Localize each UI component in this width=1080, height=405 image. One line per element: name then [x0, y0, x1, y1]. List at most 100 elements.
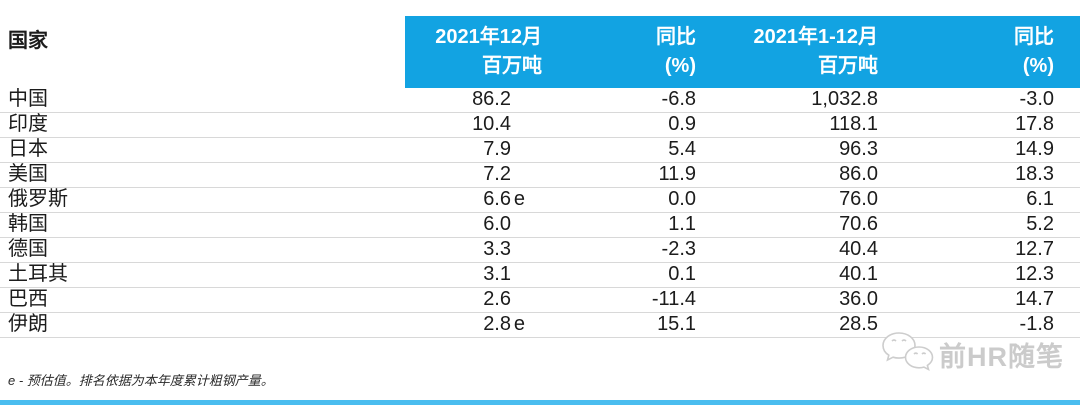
header-ytd-yoy-line2: (%): [1022, 55, 1054, 77]
estimate-flag: [511, 88, 525, 112]
header-dec-volume-line1: 2021年12月: [435, 26, 542, 48]
table-row: 俄罗斯 6.6 e 0.0 76.0 6.1: [0, 188, 1080, 213]
watermark-text: 前HR随笔: [939, 342, 1064, 372]
header-dec-yoy-line2: (%): [664, 55, 696, 77]
country-cell: 伊朗: [8, 313, 48, 335]
ytd-yoy-cell: 14.9: [1015, 138, 1054, 160]
estimate-flag: [511, 213, 525, 237]
dec-yoy-cell: 1.1: [668, 213, 696, 235]
ytd-yoy-cell: 12.7: [1015, 238, 1054, 260]
ytd-volume-cell: 36.0: [839, 288, 878, 310]
header-dec-volume-line2: 百万吨: [482, 55, 542, 77]
dec-volume-value: 86.2: [472, 88, 511, 110]
watermark: 前HR随笔: [879, 329, 1064, 380]
dec-volume-cell: 6.6 e: [405, 188, 555, 212]
dec-volume-cell: 6.0: [405, 213, 555, 237]
bottom-accent-bar: [0, 400, 1080, 405]
estimate-flag: [511, 138, 525, 162]
ytd-yoy-cell: 17.8: [1015, 113, 1054, 135]
dec-volume-value: 2.8: [483, 313, 511, 335]
country-cell: 俄罗斯: [8, 188, 68, 210]
wechat-bubbles-icon: [879, 329, 937, 380]
dec-volume-value: 3.3: [483, 238, 511, 260]
ytd-yoy-cell: 6.1: [1026, 188, 1054, 210]
table-row: 德国 3.3 -2.3 40.4 12.7: [0, 238, 1080, 263]
table-row: 日本 7.9 5.4 96.3 14.9: [0, 138, 1080, 163]
dec-yoy-cell: -6.8: [661, 88, 696, 110]
table-header: 2021年12月 百万吨 同比 (%) 2021年1-12月 百万吨 同比 (%…: [405, 16, 1080, 88]
ytd-volume-cell: 40.4: [839, 238, 878, 260]
estimate-flag: [511, 163, 525, 187]
ytd-yoy-cell: 12.3: [1015, 263, 1054, 285]
table-row: 韩国 6.0 1.1 70.6 5.2: [0, 213, 1080, 238]
country-cell: 中国: [8, 88, 48, 110]
header-ytd-volume-line1: 2021年1-12月: [753, 26, 878, 48]
dec-volume-value: 7.2: [483, 163, 511, 185]
dec-volume-value: 6.6: [483, 188, 511, 210]
ytd-yoy-cell: -1.8: [1019, 313, 1054, 335]
dec-volume-cell: 3.1: [405, 263, 555, 287]
dec-yoy-cell: 15.1: [657, 313, 696, 335]
dec-volume-value: 7.9: [483, 138, 511, 160]
country-cell: 印度: [8, 113, 48, 135]
ytd-volume-cell: 118.1: [829, 113, 878, 135]
ytd-yoy-cell: 18.3: [1015, 163, 1054, 185]
estimate-flag: [511, 113, 525, 137]
dec-volume-cell: 10.4: [405, 113, 555, 137]
table-body: 中国 86.2 -6.8 1,032.8 -3.0 印度 10.4 0.9 11…: [0, 88, 1080, 338]
country-cell: 德国: [8, 238, 48, 260]
dec-volume-cell: 3.3: [405, 238, 555, 262]
dec-yoy-cell: 0.1: [668, 263, 696, 285]
dec-volume-cell: 2.6: [405, 288, 555, 312]
dec-yoy-cell: 11.9: [658, 163, 696, 185]
ytd-volume-cell: 70.6: [839, 213, 878, 235]
dec-yoy-cell: 0.9: [668, 113, 696, 135]
estimate-flag: e: [513, 188, 525, 210]
table-row: 中国 86.2 -6.8 1,032.8 -3.0: [0, 88, 1080, 113]
ytd-volume-cell: 76.0: [839, 188, 878, 210]
country-cell: 美国: [8, 163, 48, 185]
dec-volume-cell: 86.2: [405, 88, 555, 112]
header-dec-yoy-line1: 同比: [656, 26, 696, 48]
ytd-volume-cell: 40.1: [839, 263, 878, 285]
header-dec-volume: 2021年12月 百万吨: [405, 16, 555, 88]
ytd-volume-cell: 86.0: [839, 163, 878, 185]
header-dec-yoy: 同比 (%): [555, 16, 700, 88]
country-column-header: 国家: [8, 30, 48, 52]
ytd-yoy-cell: -3.0: [1019, 88, 1054, 110]
estimate-flag: [511, 238, 525, 262]
country-cell: 巴西: [8, 288, 48, 310]
dec-yoy-cell: 0.0: [668, 188, 696, 210]
ytd-volume-cell: 28.5: [839, 313, 878, 335]
header-ytd-volume: 2021年1-12月 百万吨: [700, 16, 880, 88]
table-row: 美国 7.2 11.9 86.0 18.3: [0, 163, 1080, 188]
header-ytd-volume-line2: 百万吨: [818, 55, 878, 77]
country-cell: 日本: [8, 138, 48, 160]
estimate-flag: [511, 263, 525, 287]
table-row: 巴西 2.6 -11.4 36.0 14.7: [0, 288, 1080, 313]
ytd-yoy-cell: 5.2: [1026, 213, 1054, 235]
dec-volume-value: 3.1: [483, 263, 511, 285]
ytd-volume-cell: 96.3: [839, 138, 878, 160]
table-row: 土耳其 3.1 0.1 40.1 12.3: [0, 263, 1080, 288]
estimate-footnote: e - 预估值。排名依据为本年度累计粗钢产量。: [8, 373, 274, 388]
dec-volume-cell: 2.8 e: [405, 313, 555, 337]
table-row: 印度 10.4 0.9 118.1 17.8: [0, 113, 1080, 138]
ytd-volume-cell: 1,032.8: [811, 88, 878, 110]
estimate-flag: e: [513, 313, 525, 335]
dec-volume-value: 2.6: [483, 288, 511, 310]
dec-volume-cell: 7.9: [405, 138, 555, 162]
country-cell: 韩国: [8, 213, 48, 235]
header-ytd-yoy: 同比 (%): [880, 16, 1080, 88]
country-cell: 土耳其: [8, 263, 68, 285]
estimate-flag: [511, 288, 525, 312]
dec-yoy-cell: 5.4: [668, 138, 696, 160]
table-row: 伊朗 2.8 e 15.1 28.5 -1.8: [0, 313, 1080, 338]
header-ytd-yoy-line1: 同比: [1014, 26, 1054, 48]
ytd-yoy-cell: 14.7: [1015, 288, 1054, 310]
dec-volume-cell: 7.2: [405, 163, 555, 187]
dec-volume-value: 10.4: [472, 113, 511, 135]
dec-yoy-cell: -2.3: [661, 238, 696, 260]
dec-volume-value: 6.0: [483, 213, 511, 235]
